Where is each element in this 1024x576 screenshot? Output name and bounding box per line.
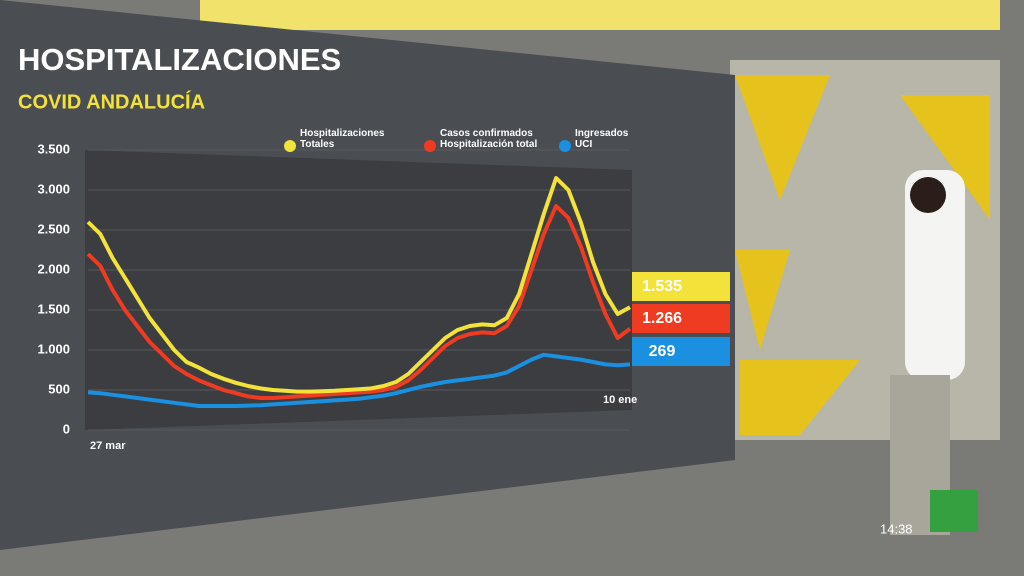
x-tick-label: 10 ene xyxy=(603,394,637,406)
latest-box xyxy=(632,272,730,301)
y-tick-label: 1.000 xyxy=(37,341,70,356)
y-tick-label: 500 xyxy=(48,381,70,396)
latest-label: 1.266 xyxy=(642,310,682,327)
latest-label: 269 xyxy=(649,343,676,360)
wall-shape xyxy=(900,95,990,220)
logo xyxy=(930,490,978,532)
x-tick-label: 27 mar xyxy=(90,440,126,452)
series-line xyxy=(87,352,631,408)
presenter-head xyxy=(910,177,946,213)
legend-marker xyxy=(559,140,571,152)
legend-marker xyxy=(424,140,436,152)
presenter xyxy=(905,170,965,380)
plot-area xyxy=(85,150,632,430)
top-banner xyxy=(200,0,1000,30)
series-line xyxy=(86,204,632,400)
y-tick-label: 2.000 xyxy=(37,261,70,276)
latest-label: 1.535 xyxy=(642,278,682,295)
chart-subtitle: COVID ANDALUCÍA xyxy=(18,90,205,113)
latest-box xyxy=(632,337,730,366)
series-line xyxy=(86,176,631,394)
wall-shape xyxy=(735,250,790,350)
clock: 14:38 xyxy=(880,521,913,536)
y-tick-label: 2.500 xyxy=(37,221,70,236)
y-tick-label: 3.500 xyxy=(37,141,70,156)
legend-marker xyxy=(284,140,296,152)
legend-label: Ingresados UCI xyxy=(575,128,629,150)
y-tick-label: 1.500 xyxy=(37,301,70,316)
latest-box xyxy=(632,304,730,333)
legend-label: Hospitalizaciones Totales xyxy=(300,128,385,150)
y-tick-label: 3.000 xyxy=(37,181,70,196)
wall-shape xyxy=(740,360,860,435)
chart-title: HOSPITALIZACIONES xyxy=(18,42,341,77)
wall-shape xyxy=(735,75,830,200)
y-tick-label: 0 xyxy=(63,421,70,436)
legend-label: Casos confirmados Hospitalización total xyxy=(440,128,538,150)
